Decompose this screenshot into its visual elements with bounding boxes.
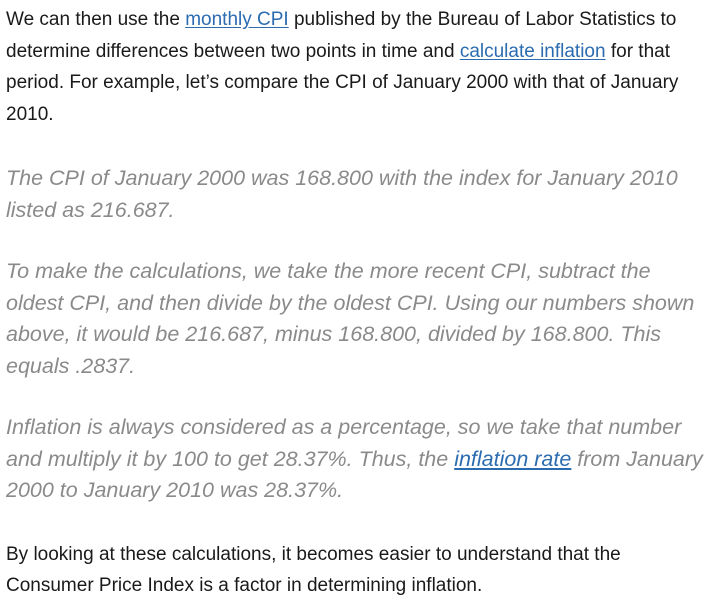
paragraph-cpi-values: The CPI of January 2000 was 168.800 with… (6, 166, 678, 222)
paragraph-calculation: To make the calculations, we take the mo… (6, 259, 695, 378)
paragraph-conclusion: By looking at these calculations, it bec… (6, 543, 621, 597)
calculate-inflation-link[interactable]: calculate inflation (459, 40, 606, 62)
intro-text-middle: published by the Bureau of Labor Statist… (6, 9, 677, 62)
paragraph-percentage: Inflation is always considered as a perc… (6, 412, 706, 507)
percentage-text-end: from January 2000 to January 2010 was 28… (6, 446, 703, 503)
monthly-cpi-link[interactable]: monthly CPI (185, 9, 289, 30)
intro-text-start: We can then use the (6, 9, 186, 30)
paragraph-intro: We can then use the monthly CPI publishe… (6, 4, 706, 130)
intro-text-end: for that period. For example, let’s comp… (6, 40, 679, 125)
article-body: We can then use the monthly CPI publishe… (6, 4, 706, 602)
percentage-text-start: Inflation is always considered as a perc… (6, 415, 682, 471)
inflation-rate-link[interactable]: inflation rate (454, 446, 572, 471)
